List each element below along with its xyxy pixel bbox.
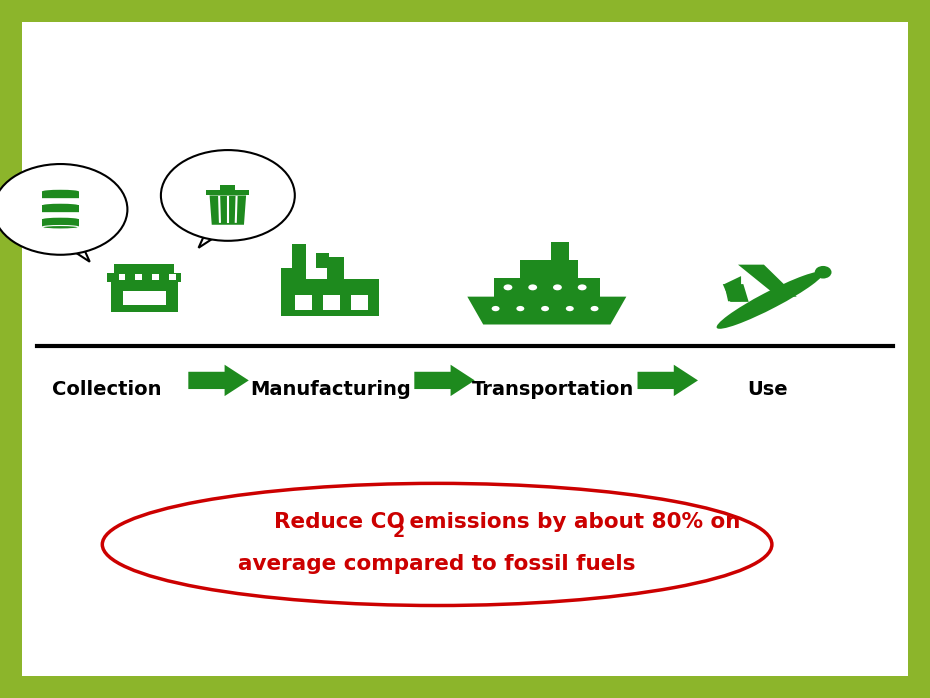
FancyBboxPatch shape xyxy=(220,185,235,190)
FancyBboxPatch shape xyxy=(123,291,166,305)
Polygon shape xyxy=(209,195,246,225)
Ellipse shape xyxy=(815,266,831,279)
FancyBboxPatch shape xyxy=(42,205,79,214)
FancyBboxPatch shape xyxy=(119,274,126,280)
FancyBboxPatch shape xyxy=(136,274,142,280)
FancyBboxPatch shape xyxy=(206,190,249,195)
Text: Use: Use xyxy=(747,380,788,399)
Ellipse shape xyxy=(503,284,512,290)
Polygon shape xyxy=(281,258,379,315)
Ellipse shape xyxy=(553,284,562,290)
FancyBboxPatch shape xyxy=(316,253,328,268)
Ellipse shape xyxy=(42,204,79,207)
Ellipse shape xyxy=(161,150,295,241)
FancyBboxPatch shape xyxy=(111,279,178,312)
Polygon shape xyxy=(724,276,741,302)
Ellipse shape xyxy=(42,225,79,229)
Ellipse shape xyxy=(603,284,611,290)
Text: Collection: Collection xyxy=(52,380,162,399)
FancyBboxPatch shape xyxy=(295,295,312,310)
FancyBboxPatch shape xyxy=(42,219,79,228)
Ellipse shape xyxy=(0,164,127,255)
Text: emissions by about 80% on: emissions by about 80% on xyxy=(402,512,740,532)
FancyBboxPatch shape xyxy=(494,278,600,297)
Text: Manufacturing: Manufacturing xyxy=(250,380,410,399)
Ellipse shape xyxy=(578,284,587,290)
Ellipse shape xyxy=(717,272,823,329)
Text: average compared to fossil fuels: average compared to fossil fuels xyxy=(238,554,636,574)
Polygon shape xyxy=(58,242,90,262)
FancyBboxPatch shape xyxy=(169,274,176,280)
FancyBboxPatch shape xyxy=(292,244,306,268)
Polygon shape xyxy=(738,265,797,297)
FancyBboxPatch shape xyxy=(153,274,159,280)
Ellipse shape xyxy=(492,306,499,311)
FancyBboxPatch shape xyxy=(323,295,339,310)
Polygon shape xyxy=(198,228,231,248)
Text: Transportation: Transportation xyxy=(472,380,634,399)
Ellipse shape xyxy=(565,306,574,311)
FancyBboxPatch shape xyxy=(351,295,367,310)
Ellipse shape xyxy=(541,306,549,311)
Ellipse shape xyxy=(102,483,772,605)
Polygon shape xyxy=(188,364,248,396)
Polygon shape xyxy=(414,364,474,396)
FancyBboxPatch shape xyxy=(520,260,578,278)
Ellipse shape xyxy=(591,306,599,311)
Polygon shape xyxy=(467,297,626,325)
Polygon shape xyxy=(638,364,698,396)
Text: 2: 2 xyxy=(392,523,405,541)
FancyBboxPatch shape xyxy=(281,279,379,315)
FancyBboxPatch shape xyxy=(551,242,569,260)
Ellipse shape xyxy=(528,284,538,290)
Polygon shape xyxy=(723,284,749,302)
FancyBboxPatch shape xyxy=(114,264,174,273)
Ellipse shape xyxy=(42,190,79,193)
Ellipse shape xyxy=(479,284,487,290)
Ellipse shape xyxy=(42,218,79,221)
FancyBboxPatch shape xyxy=(107,273,181,282)
Ellipse shape xyxy=(516,306,525,311)
FancyBboxPatch shape xyxy=(42,191,79,200)
Text: Reduce CO: Reduce CO xyxy=(274,512,405,532)
